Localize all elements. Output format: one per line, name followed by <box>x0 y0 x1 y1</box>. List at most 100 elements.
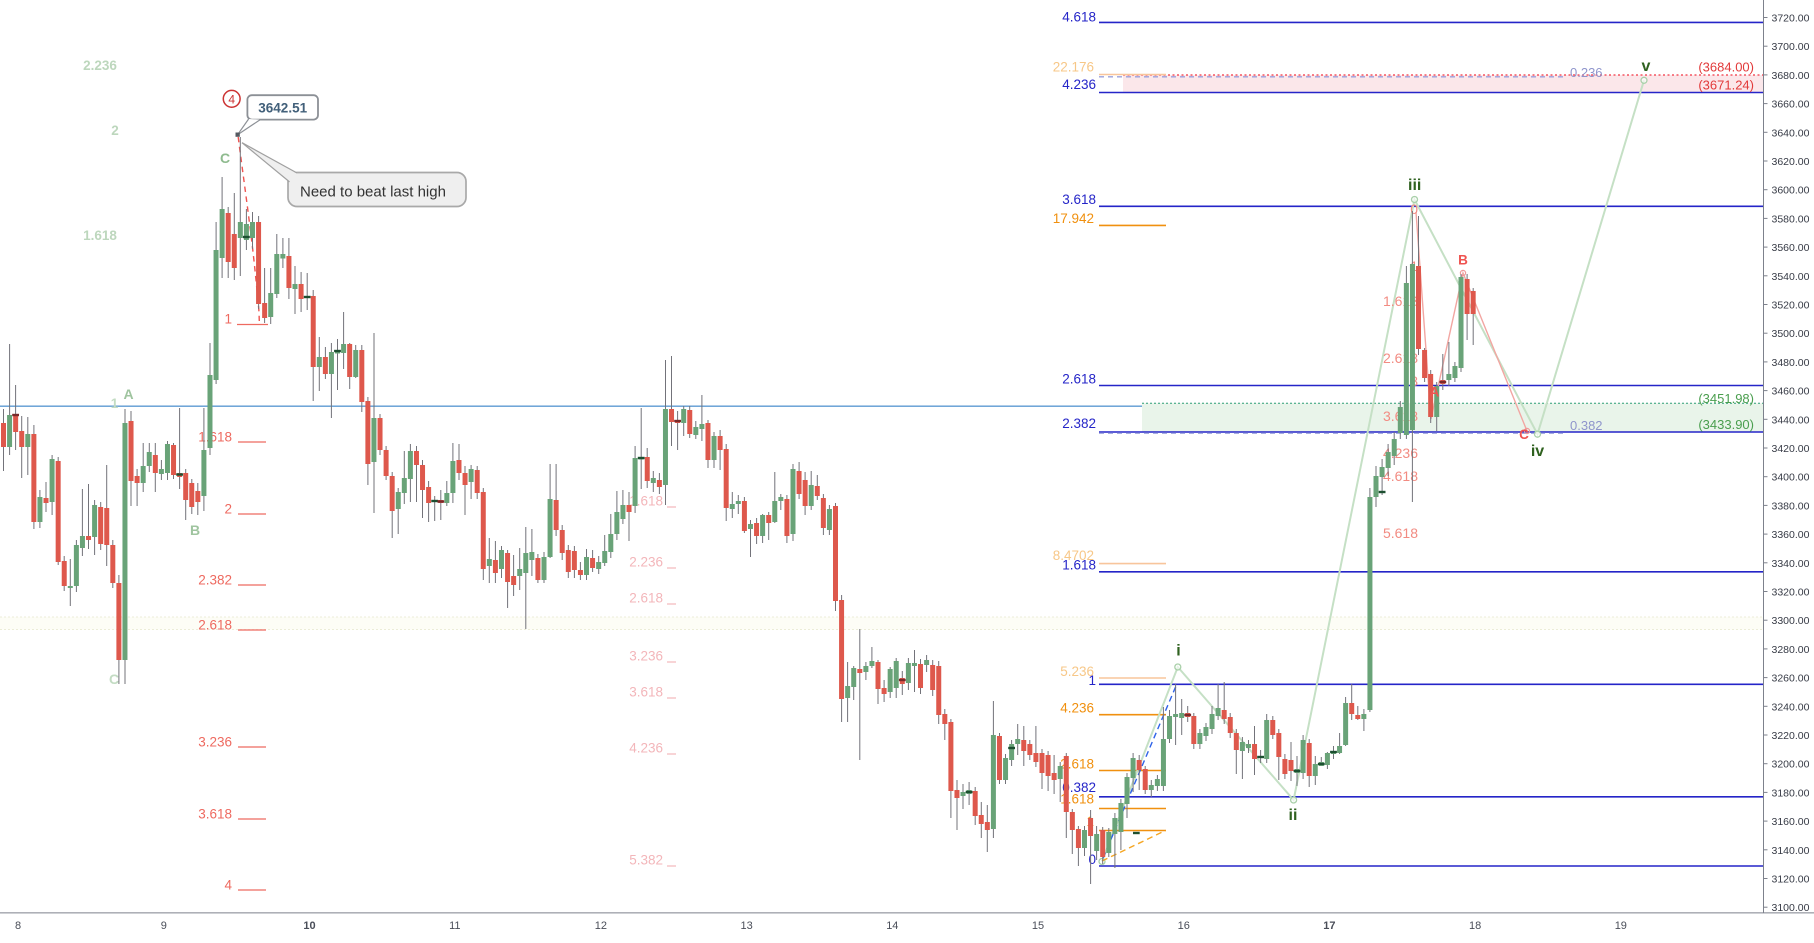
svg-text:4.618: 4.618 <box>1062 10 1096 25</box>
svg-text:(3451.98): (3451.98) <box>1698 391 1754 406</box>
svg-text:4.236: 4.236 <box>1062 77 1096 92</box>
svg-text:5.236: 5.236 <box>1060 664 1094 679</box>
svg-text:3620.00: 3620.00 <box>1772 156 1810 168</box>
svg-text:1: 1 <box>1088 673 1096 688</box>
svg-text:2.618: 2.618 <box>1383 350 1418 366</box>
svg-text:1.618: 1.618 <box>83 228 117 243</box>
svg-text:5.382: 5.382 <box>629 853 663 868</box>
svg-text:16: 16 <box>1178 920 1190 932</box>
svg-text:2.618: 2.618 <box>1062 372 1096 387</box>
svg-text:3580.00: 3580.00 <box>1772 213 1810 225</box>
svg-text:22.176: 22.176 <box>1053 60 1094 75</box>
svg-text:0.236: 0.236 <box>1570 65 1603 80</box>
svg-text:B: B <box>1458 253 1468 268</box>
svg-text:3540.00: 3540.00 <box>1772 271 1810 283</box>
svg-text:3400.00: 3400.00 <box>1772 472 1810 484</box>
svg-text:3100.00: 3100.00 <box>1772 902 1810 914</box>
svg-text:3.236: 3.236 <box>198 735 232 750</box>
svg-text:12: 12 <box>595 920 607 932</box>
svg-text:8.4702: 8.4702 <box>1053 548 1094 563</box>
svg-text:C: C <box>220 150 230 166</box>
svg-text:3120.00: 3120.00 <box>1772 874 1810 886</box>
svg-text:B: B <box>190 522 200 538</box>
svg-text:4: 4 <box>224 878 232 893</box>
svg-text:3500.00: 3500.00 <box>1772 328 1810 340</box>
svg-text:2: 2 <box>224 502 232 517</box>
svg-text:2.618: 2.618 <box>629 591 663 606</box>
svg-text:3720.00: 3720.00 <box>1772 13 1810 25</box>
svg-text:3380.00: 3380.00 <box>1772 500 1810 512</box>
svg-text:13: 13 <box>741 920 753 932</box>
svg-text:4.236: 4.236 <box>1060 701 1094 716</box>
svg-text:3360.00: 3360.00 <box>1772 529 1810 541</box>
svg-text:A: A <box>1430 385 1440 400</box>
svg-text:2.618: 2.618 <box>198 618 232 633</box>
svg-text:3640.00: 3640.00 <box>1772 127 1810 139</box>
svg-text:19: 19 <box>1615 920 1627 932</box>
svg-text:3440.00: 3440.00 <box>1772 414 1810 426</box>
svg-text:3660.00: 3660.00 <box>1772 99 1810 111</box>
svg-text:3180.00: 3180.00 <box>1772 787 1810 799</box>
svg-text:1: 1 <box>111 396 119 411</box>
svg-text:3220.00: 3220.00 <box>1772 730 1810 742</box>
svg-text:1.618: 1.618 <box>1383 293 1418 309</box>
svg-text:17: 17 <box>1323 920 1335 932</box>
svg-text:3240.00: 3240.00 <box>1772 701 1810 713</box>
svg-text:3460.00: 3460.00 <box>1772 386 1810 398</box>
svg-text:iii: iii <box>1408 177 1421 194</box>
svg-text:14: 14 <box>886 920 898 932</box>
svg-text:0.382: 0.382 <box>1062 780 1096 795</box>
svg-text:(3684.00): (3684.00) <box>1698 60 1754 75</box>
svg-text:3200.00: 3200.00 <box>1772 759 1810 771</box>
svg-text:3560.00: 3560.00 <box>1772 242 1810 254</box>
svg-text:3300.00: 3300.00 <box>1772 615 1810 627</box>
svg-text:0: 0 <box>1410 201 1418 217</box>
svg-text:1.618: 1.618 <box>1062 558 1096 573</box>
svg-text:10: 10 <box>303 920 315 932</box>
svg-text:15: 15 <box>1032 920 1044 932</box>
svg-text:v: v <box>1642 58 1651 75</box>
svg-text:(3433.90): (3433.90) <box>1698 417 1754 432</box>
svg-text:3.618: 3.618 <box>1062 192 1096 207</box>
svg-text:4.236: 4.236 <box>629 741 663 756</box>
svg-text:3140.00: 3140.00 <box>1772 845 1810 857</box>
svg-text:17.942: 17.942 <box>1053 211 1094 226</box>
svg-text:5.618: 5.618 <box>1383 525 1418 541</box>
svg-text:3680.00: 3680.00 <box>1772 70 1810 82</box>
svg-text:8: 8 <box>15 920 21 932</box>
svg-text:3.618: 3.618 <box>629 685 663 700</box>
svg-text:0: 0 <box>1088 852 1096 867</box>
svg-text:3340.00: 3340.00 <box>1772 558 1810 570</box>
svg-text:ii: ii <box>1289 807 1298 824</box>
svg-text:3420.00: 3420.00 <box>1772 443 1810 455</box>
svg-text:i: i <box>1176 643 1180 660</box>
svg-text:(3671.24): (3671.24) <box>1698 78 1754 93</box>
svg-text:1.618: 1.618 <box>198 430 232 445</box>
svg-text:Need to beat last high: Need to beat last high <box>300 184 446 201</box>
svg-text:2.382: 2.382 <box>1062 416 1096 431</box>
svg-text:3700.00: 3700.00 <box>1772 41 1810 53</box>
svg-text:3520.00: 3520.00 <box>1772 300 1810 312</box>
svg-text:3260.00: 3260.00 <box>1772 673 1810 685</box>
svg-text:1.618: 1.618 <box>629 494 663 509</box>
svg-text:C: C <box>109 671 119 687</box>
svg-text:3642.51: 3642.51 <box>258 100 307 115</box>
svg-text:A: A <box>123 386 133 402</box>
svg-text:1: 1 <box>224 312 232 327</box>
svg-text:3480.00: 3480.00 <box>1772 357 1810 369</box>
svg-text:4: 4 <box>228 93 235 107</box>
svg-text:C: C <box>1519 427 1529 442</box>
svg-text:4.618: 4.618 <box>1383 468 1418 484</box>
svg-text:3.236: 3.236 <box>629 649 663 664</box>
svg-text:3.618: 3.618 <box>198 807 232 822</box>
svg-text:3160.00: 3160.00 <box>1772 816 1810 828</box>
svg-text:3280.00: 3280.00 <box>1772 644 1810 656</box>
svg-text:3320.00: 3320.00 <box>1772 587 1810 599</box>
svg-text:iv: iv <box>1531 443 1544 460</box>
svg-text:2.382: 2.382 <box>198 573 232 588</box>
svg-text:9: 9 <box>161 920 167 932</box>
svg-text:2.236: 2.236 <box>83 58 117 73</box>
svg-text:0.382: 0.382 <box>1570 418 1603 433</box>
svg-text:18: 18 <box>1469 920 1481 932</box>
svg-text:2.236: 2.236 <box>629 555 663 570</box>
